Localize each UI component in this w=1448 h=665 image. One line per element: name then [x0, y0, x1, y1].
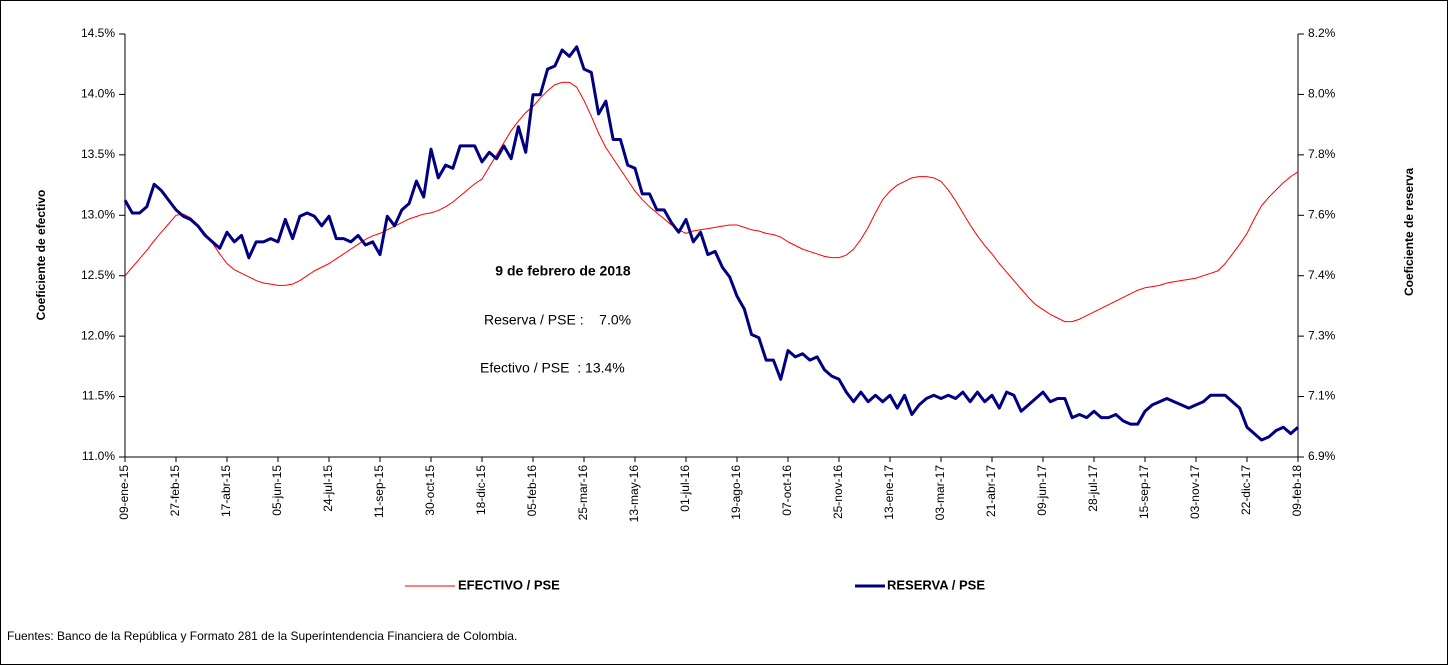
- y2-tick-label: 7.6%: [1308, 207, 1336, 221]
- x-tick-label: 21-abr-17: [984, 465, 998, 517]
- x-tick-label: 27-feb-15: [168, 465, 182, 517]
- x-tick-label: 09-jun-17: [1035, 465, 1049, 516]
- y-tick-label: 12.0%: [81, 328, 115, 342]
- y-tick-label: 14.5%: [81, 26, 115, 40]
- annotation: Efectivo / PSE : 13.4%: [480, 360, 625, 376]
- y-tick-label: 12.5%: [81, 268, 115, 282]
- legend-label: EFECTIVO / PSE: [458, 577, 560, 592]
- y2-tick-label: 6.9%: [1308, 449, 1336, 463]
- x-tick-label: 09-ene-15: [117, 465, 131, 520]
- y2-tick-label: 7.3%: [1308, 328, 1336, 342]
- x-tick-label: 28-jul-17: [1086, 465, 1100, 512]
- x-tick-label: 13-ene-17: [882, 465, 896, 520]
- source-note: Fuentes: Banco de la República y Formato…: [7, 629, 517, 643]
- y-tick-label: 13.0%: [81, 207, 115, 221]
- x-tick-label: 05-feb-16: [525, 465, 539, 517]
- x-tick-label: 22-dic-17: [1239, 465, 1253, 515]
- y2-axis-label: Coeficiente de reserva: [1402, 168, 1416, 296]
- y2-tick-label: 7.8%: [1308, 147, 1336, 161]
- x-tick-label: 03-mar-17: [933, 465, 947, 521]
- x-tick-label: 03-nov-17: [1188, 465, 1202, 519]
- x-tick-label: 13-may-16: [627, 465, 641, 523]
- y-tick-label: 11.5%: [82, 389, 115, 403]
- x-tick-label: 09-feb-18: [1290, 465, 1304, 517]
- x-tick-label: 19-ago-16: [729, 465, 743, 520]
- y-tick-label: 11.0%: [82, 449, 115, 463]
- x-tick-label: 24-jul-15: [321, 465, 335, 512]
- x-tick-label: 15-sep-17: [1137, 465, 1151, 519]
- x-tick-label: 07-oct-16: [780, 465, 794, 516]
- annotation-title: 9 de febrero de 2018: [495, 263, 631, 279]
- x-tick-label: 18-dic-15: [474, 465, 488, 515]
- y-tick-label: 14.0%: [81, 87, 115, 101]
- x-tick-label: 25-nov-16: [831, 465, 845, 519]
- x-tick-label: 01-jul-16: [678, 465, 692, 512]
- y2-tick-label: 8.2%: [1308, 26, 1336, 40]
- y2-tick-label: 8.0%: [1308, 87, 1336, 101]
- series-line: [123, 45, 1299, 442]
- y2-tick-label: 7.1%: [1308, 389, 1336, 403]
- x-tick-label: 25-mar-16: [576, 465, 590, 521]
- x-tick-label: 05-jun-15: [270, 465, 284, 516]
- series-line: [124, 81, 1299, 323]
- y-tick-label: 13.5%: [81, 147, 115, 161]
- annotation: Reserva / PSE : 7.0%: [484, 312, 631, 328]
- legend-label: RESERVA / PSE: [887, 577, 985, 592]
- y2-tick-label: 7.4%: [1308, 268, 1336, 282]
- x-tick-label: 30-oct-15: [423, 465, 437, 516]
- y-axis-label: Coeficiente de efectivo: [34, 190, 48, 321]
- x-tick-label: 11-sep-15: [372, 465, 386, 518]
- x-tick-label: 17-abr-15: [219, 465, 233, 517]
